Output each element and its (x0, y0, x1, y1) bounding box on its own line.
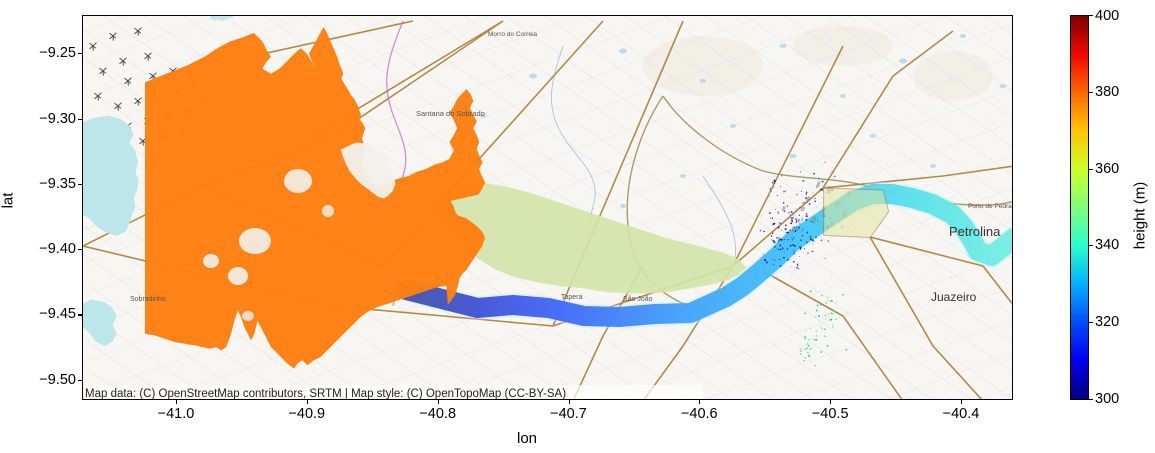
svg-text:Petrolina: Petrolina (949, 224, 1001, 239)
svg-text:Sobradinho: Sobradinho (130, 296, 166, 303)
svg-text:Santana do Sobrado: Santana do Sobrado (416, 109, 485, 118)
svg-text:São João: São João (623, 296, 653, 303)
svg-text:Juazeiro: Juazeiro (931, 290, 977, 304)
svg-text:Map data: (C) OpenStreetMap co: Map data: (C) OpenStreetMap contributors… (85, 388, 566, 400)
svg-text:Porto de Pedra: Porto de Pedra (968, 203, 1012, 210)
svg-text:Morro do Correia: Morro do Correia (488, 31, 538, 38)
svg-text:Tapera: Tapera (561, 294, 583, 301)
